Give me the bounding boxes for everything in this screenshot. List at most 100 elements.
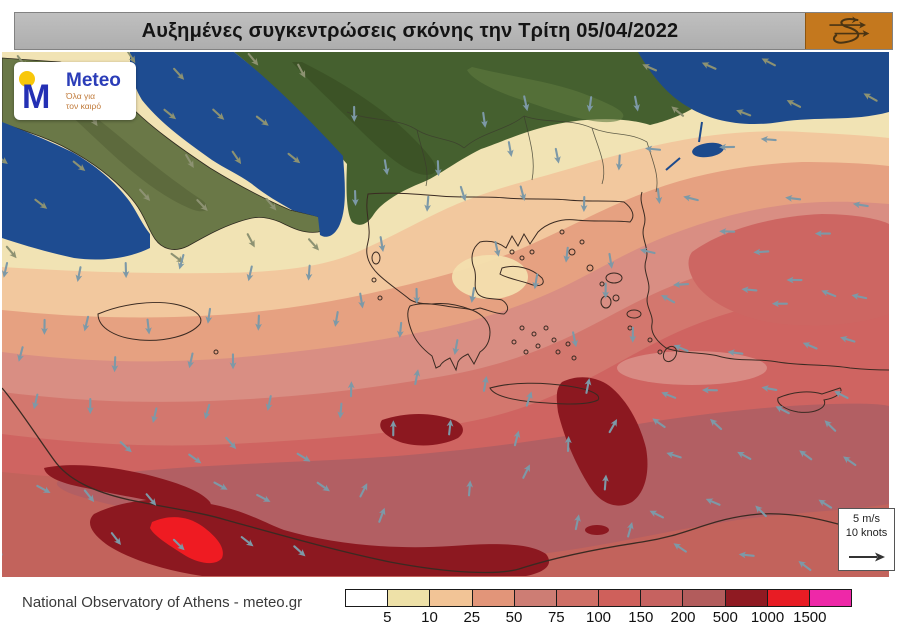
legend-tick-label: 5 <box>383 609 392 626</box>
wind-arrow <box>122 262 130 279</box>
wind-arrow <box>177 254 185 270</box>
wind-arrow <box>633 95 640 112</box>
dust-swirl-icon <box>829 16 870 44</box>
wind-arrow <box>564 436 572 453</box>
wind-arrow <box>172 538 185 551</box>
dust-scale-legend: 5 10 25 50 75 100 150 200 500 1000 1500 <box>345 589 852 632</box>
wind-arrow <box>126 52 136 64</box>
wind-arrow <box>347 381 355 398</box>
legend-tick-label: 25 <box>463 609 481 626</box>
wind-arrow <box>82 315 90 332</box>
wind-arrow <box>607 252 615 269</box>
wind-arrow <box>532 273 540 290</box>
wind-arrow <box>736 109 752 117</box>
wind-arrow <box>645 145 662 153</box>
wind-arrow <box>316 481 330 492</box>
wind-arrow <box>337 402 345 419</box>
wind-arrow <box>852 201 869 209</box>
wind-arrow <box>798 560 812 572</box>
wind-arrow <box>563 246 571 263</box>
wind-arrow <box>602 474 609 491</box>
wind-arrow <box>2 153 8 165</box>
wind-scale-legend: 5 m/s 10 knots <box>838 508 895 571</box>
wind-arrow <box>225 436 237 450</box>
wind-arrow <box>434 160 442 177</box>
wind-arrow <box>240 536 254 547</box>
wind-arrow <box>705 498 721 506</box>
wind-arrow <box>786 100 802 108</box>
wind-arrow <box>2 262 9 278</box>
wind-arrow <box>584 378 592 394</box>
wind-arrows-layer <box>2 52 878 572</box>
wind-scale-ms: 5 m/s <box>853 513 880 525</box>
wind-arrow <box>297 63 306 78</box>
wind-arrow <box>673 543 687 553</box>
wind-arrow <box>741 286 758 294</box>
wind-arrow <box>459 185 467 202</box>
wind-arrow <box>760 136 777 143</box>
legend-tick-label: 500 <box>712 609 738 626</box>
wind-arrow <box>818 499 833 509</box>
wind-arrow <box>863 93 878 102</box>
wind-arrow <box>296 452 311 462</box>
wind-arrow <box>151 407 158 423</box>
wind-arrow <box>212 108 225 120</box>
meteo-logo-mark: M <box>19 71 50 113</box>
legend-tick-label: 100 <box>585 609 612 626</box>
wind-arrow <box>358 292 365 309</box>
wind-arrow <box>661 295 676 304</box>
wind-arrow <box>851 293 868 300</box>
wind-arrow <box>378 236 386 252</box>
wind-arrow <box>761 385 778 392</box>
meteo-logo[interactable]: M Meteo Όλα για τον καιρό <box>14 62 136 120</box>
wind-arrow <box>231 150 242 165</box>
wind-arrow <box>671 106 685 117</box>
wind-arrow <box>683 194 699 202</box>
legend-bin <box>346 590 389 606</box>
wind-arrow <box>397 321 404 338</box>
wind-arrow <box>761 58 776 67</box>
wind-arrow <box>737 451 752 460</box>
wind-arrow <box>701 62 717 70</box>
wind-arrow <box>246 233 255 248</box>
wind-arrow <box>213 481 228 490</box>
wind-arrow <box>673 281 690 288</box>
legend-bin <box>514 590 557 606</box>
logo-tagline-line2: τον καιρό <box>66 100 102 111</box>
wind-arrow <box>642 64 658 72</box>
legend-tick-label: 75 <box>547 609 565 626</box>
logo-tagline: Όλα για τον καιρό <box>66 91 121 112</box>
wind-arrow <box>571 331 579 348</box>
wind-arrow <box>649 510 665 519</box>
wind-arrow <box>332 311 340 327</box>
wind-arrow <box>755 505 767 518</box>
wind-arrow <box>111 356 119 373</box>
wind-scale-arrow-icon <box>848 552 885 561</box>
wind-arrow <box>602 282 609 299</box>
wind-arrow <box>709 418 723 431</box>
wind-arrow <box>246 265 254 282</box>
wind-arrow <box>36 484 51 493</box>
legend-tick-label: 1000 <box>750 609 785 626</box>
legend-bin <box>430 590 473 606</box>
legend-bin <box>599 590 642 606</box>
wind-arrow <box>17 346 24 362</box>
wind-arrow <box>145 318 152 335</box>
wind-arrow <box>293 545 306 557</box>
legend-bin <box>641 590 684 606</box>
wind-arrow <box>840 335 856 343</box>
wind-arrow <box>359 483 368 498</box>
wind-arrow <box>802 342 818 350</box>
wind-arrow <box>785 195 802 202</box>
wind-arrow <box>834 391 849 400</box>
wind-arrow <box>639 247 656 255</box>
wind-arrow <box>32 393 39 410</box>
wind-arrow <box>821 289 837 298</box>
wind-arrow <box>615 154 623 171</box>
wind-arrow <box>139 188 151 201</box>
wind-arrow <box>173 67 185 80</box>
wind-arrow <box>666 451 682 459</box>
wind-arrow <box>799 450 813 461</box>
wind-arrow <box>738 551 755 559</box>
